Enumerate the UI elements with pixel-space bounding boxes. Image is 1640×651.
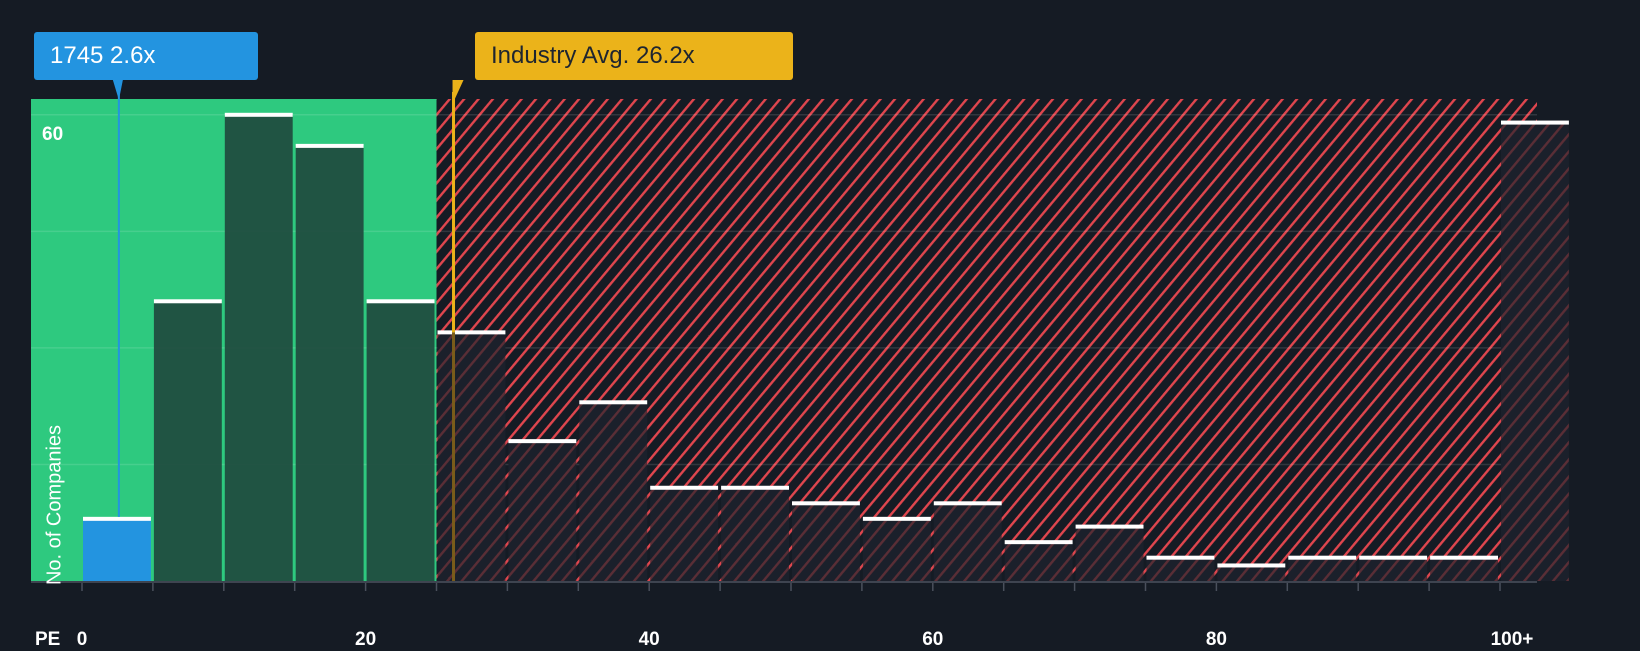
histogram-bar xyxy=(792,501,860,581)
histogram-bar xyxy=(1075,524,1144,581)
histogram-bar xyxy=(1359,555,1428,581)
histogram-bar xyxy=(437,330,506,581)
histogram-bar xyxy=(1430,555,1498,581)
x-tick-label: 60 xyxy=(922,629,944,650)
company-pe-callout: 1745 2.6x xyxy=(34,32,258,80)
industry-callout-pointer xyxy=(452,80,464,104)
histogram-bar xyxy=(721,485,789,581)
histogram-bar xyxy=(295,143,364,581)
x-tick-label: 20 xyxy=(355,629,377,650)
histogram-bar xyxy=(650,485,719,581)
x-axis-name: PE xyxy=(35,629,61,650)
histogram-bar xyxy=(1004,540,1073,581)
histogram-bar xyxy=(1288,555,1357,581)
histogram-bars xyxy=(83,112,1569,582)
histogram-bar xyxy=(224,112,293,582)
histogram-bar xyxy=(153,299,222,581)
x-tick-label: 40 xyxy=(638,629,660,650)
x-axis xyxy=(31,581,1537,591)
histogram-bar xyxy=(1217,563,1286,581)
x-tick-label: 100+ xyxy=(1490,629,1534,650)
x-tick-label: 0 xyxy=(76,629,88,650)
value-markers xyxy=(112,80,464,581)
histogram-bar xyxy=(579,400,648,581)
histogram-bar xyxy=(862,516,931,581)
histogram-bar xyxy=(933,501,1002,581)
histogram-bar xyxy=(83,516,151,581)
y-axis-title: No. of Companies xyxy=(43,424,66,586)
histogram-bar xyxy=(366,299,435,581)
x-tick-label: 80 xyxy=(1205,629,1227,650)
company-callout-pointer xyxy=(112,80,123,100)
histogram-bar xyxy=(1146,555,1215,581)
y-tick-label-60: 60 xyxy=(42,124,64,145)
histogram-bar xyxy=(508,439,577,581)
industry-average-callout: Industry Avg. 26.2x xyxy=(475,32,793,80)
histogram-bar xyxy=(1501,120,1569,581)
